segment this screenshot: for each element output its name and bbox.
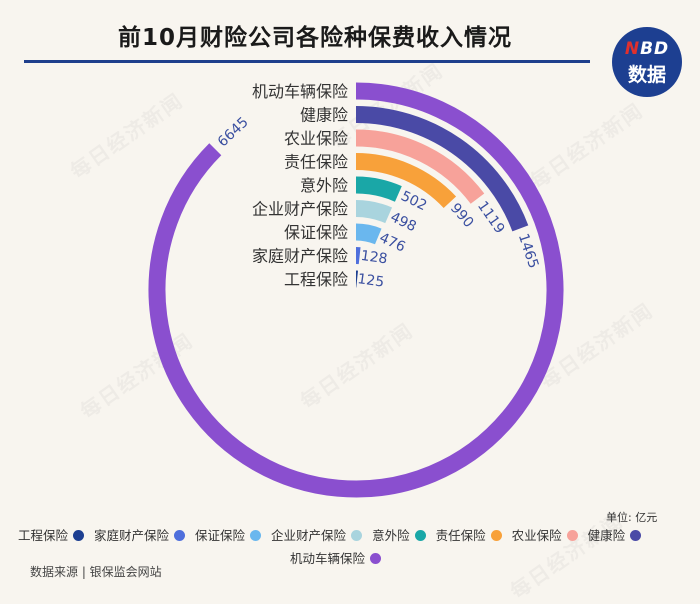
value-label-8: 125: [356, 271, 385, 291]
legend-swatch: [73, 530, 84, 541]
legend-label: 家庭财产保险: [94, 528, 169, 543]
data-source: 数据来源 | 银保监会网站: [30, 563, 162, 580]
legend-swatch: [250, 530, 261, 541]
legend-label: 农业保险: [512, 528, 562, 543]
category-label-2: 农业保险: [284, 129, 348, 148]
legend-item-6: 农业保险: [512, 524, 578, 547]
legend-item-8: 机动车辆保险: [290, 547, 381, 570]
arc-bar-5: [356, 209, 389, 216]
value-label-0: 6645: [215, 114, 252, 150]
value-label-7: 128: [360, 248, 389, 268]
category-label-3: 责任保险: [284, 153, 348, 172]
legend-item-2: 保证保险: [195, 524, 261, 547]
arc-bar-4: [356, 185, 398, 194]
legend-swatch: [174, 530, 185, 541]
arc-bar-0: [157, 91, 555, 489]
category-label-5: 企业财产保险: [252, 200, 348, 219]
value-label-5: 498: [388, 209, 419, 235]
value-label-3: 990: [447, 200, 477, 231]
legend-label: 工程保险: [18, 528, 68, 543]
arc-bar-6: [356, 232, 378, 236]
category-label-8: 工程保险: [284, 270, 348, 289]
legend-label: 企业财产保险: [271, 528, 346, 543]
value-label-1: 1465: [515, 232, 542, 271]
legend-swatch: [370, 553, 381, 564]
unit-label: 单位: 亿元: [606, 509, 657, 525]
legend-item-1: 家庭财产保险: [94, 524, 185, 547]
legend-swatch: [491, 530, 502, 541]
legend-label: 健康险: [588, 528, 626, 543]
category-label-6: 保证保险: [284, 223, 348, 242]
legend-label: 责任保险: [436, 528, 486, 543]
category-label-1: 健康险: [300, 106, 348, 125]
legend-swatch: [567, 530, 578, 541]
legend-item-4: 意外险: [372, 524, 426, 547]
legend-item-5: 责任保险: [436, 524, 502, 547]
value-label-4: 502: [398, 188, 429, 214]
legend-item-0: 工程保险: [18, 524, 84, 547]
legend-label: 意外险: [372, 528, 410, 543]
legend-label: 机动车辆保险: [290, 551, 365, 566]
legend-swatch: [415, 530, 426, 541]
legend-swatch: [351, 530, 362, 541]
category-label-0: 机动车辆保险: [252, 82, 348, 101]
legend-item-7: 健康险: [588, 524, 642, 547]
legend-item-3: 企业财产保险: [271, 524, 362, 547]
legend-label: 保证保险: [195, 528, 245, 543]
category-label-7: 家庭财产保险: [252, 247, 348, 266]
category-label-4: 意外险: [300, 176, 348, 195]
legend-swatch: [630, 530, 641, 541]
